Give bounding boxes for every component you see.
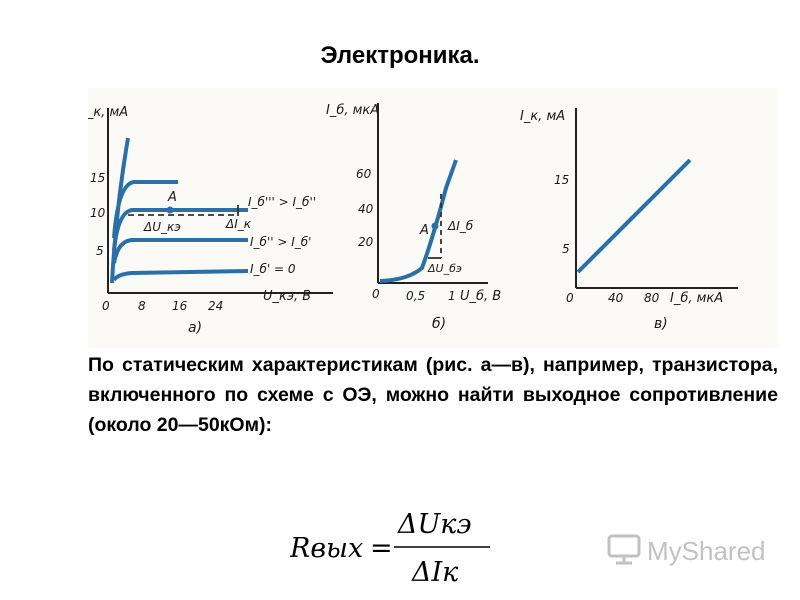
watermark: MyShared — [605, 530, 775, 572]
plot-b-x-tick: 1 — [448, 289, 456, 303]
plot-b-point-label: A — [419, 223, 429, 238]
characteristics-figure: I_к, мА 15 10 5 0 8 16 24 U_кэ, В A ΔU_к… — [88, 88, 778, 348]
plot-a-x-tick: 0 — [102, 299, 110, 313]
plot-a: I_к, мА 15 10 5 0 8 16 24 U_кэ, В A ΔU_к… — [88, 105, 333, 336]
plot-b-delta-i: ΔI_б — [447, 219, 474, 233]
plot-a-y-tick: 15 — [90, 171, 105, 185]
plot-b-delta-u: ΔU_бэ — [427, 262, 462, 275]
formula-svg: Rвых = ΔUкэ ΔIк — [289, 509, 490, 588]
plot-b-y-tick: 60 — [356, 167, 372, 181]
plot-b-y-unit: I_б, мкА — [326, 103, 379, 118]
plot-b-caption: б) — [432, 316, 446, 332]
resistance-formula: Rвых = ΔUкэ ΔIк — [289, 505, 510, 590]
plot-b: I_б, мкА 60 40 20 0 0,5 1 U_б, В A ΔI_б … — [326, 103, 501, 332]
plot-v-y-tick: 5 — [562, 242, 570, 256]
scan-background — [88, 88, 778, 348]
plot-a-y-unit: I_к, мА — [88, 105, 128, 120]
formula-denominator: ΔIк — [411, 557, 459, 588]
plot-a-curve-label: I_б''' > I_б'' — [248, 195, 316, 209]
plot-a-x-tick: 24 — [208, 299, 223, 313]
plot-a-delta-i: ΔI_к — [225, 217, 252, 231]
description-paragraph: По статическим характеристикам (рис. а—в… — [88, 354, 778, 436]
plot-v-curve — [576, 158, 692, 274]
plot-a-delta-u: ΔU_кэ — [143, 220, 181, 234]
plot-a-curve-label: I_б'' > I_б' — [250, 235, 311, 249]
plot-b-point — [431, 222, 439, 230]
plot-a-curve — [112, 208, 248, 251]
plot-b-x-tick: 0 — [372, 287, 380, 301]
plot-a-x-unit: U_кэ, В — [263, 289, 311, 304]
plot-a-curve — [112, 269, 249, 282]
plot-a-caption: а) — [188, 320, 202, 336]
plot-b-y-tick: 40 — [358, 202, 374, 216]
plot-v-y-unit: I_к, мА — [520, 109, 565, 124]
plot-v-x-tick: 80 — [644, 291, 660, 305]
monitor-icon — [607, 534, 641, 565]
plot-a-y-tick: 10 — [90, 206, 106, 220]
plot-b-x-tick: 0,5 — [406, 289, 425, 303]
plot-b-y-tick: 20 — [358, 235, 374, 249]
page-title: Электроника. — [320, 42, 480, 69]
plot-a-y-tick: 5 — [96, 244, 104, 258]
plot-a-curve-label: I_б' = 0 — [250, 262, 296, 276]
plot-b-x-unit: U_б, В — [460, 289, 501, 304]
plot-a-curve — [112, 180, 178, 239]
plot-a-x-tick: 16 — [172, 299, 188, 313]
plot-v-y-tick: 15 — [554, 173, 569, 187]
watermark-text: MyShared — [647, 536, 766, 566]
formula-lhs: Rвых — [290, 533, 363, 564]
characteristics-svg: I_к, мА 15 10 5 0 8 16 24 U_кэ, В A ΔU_к… — [88, 88, 778, 348]
plot-v: I_к, мА 15 5 0 40 80 I_б, мкА в) — [520, 108, 738, 332]
formula-equals: = — [370, 533, 393, 564]
plot-a-curve — [112, 238, 248, 264]
plot-v-x-tick: 0 — [566, 291, 574, 305]
formula-numerator: ΔUкэ — [397, 509, 472, 540]
plot-v-x-tick: 40 — [608, 291, 624, 305]
plot-a-point-label: A — [167, 190, 177, 205]
plot-v-caption: в) — [654, 316, 668, 332]
plot-a-x-tick: 8 — [138, 299, 146, 313]
plot-v-x-unit: I_б, мкА — [670, 291, 723, 306]
plot-a-point — [166, 206, 174, 214]
